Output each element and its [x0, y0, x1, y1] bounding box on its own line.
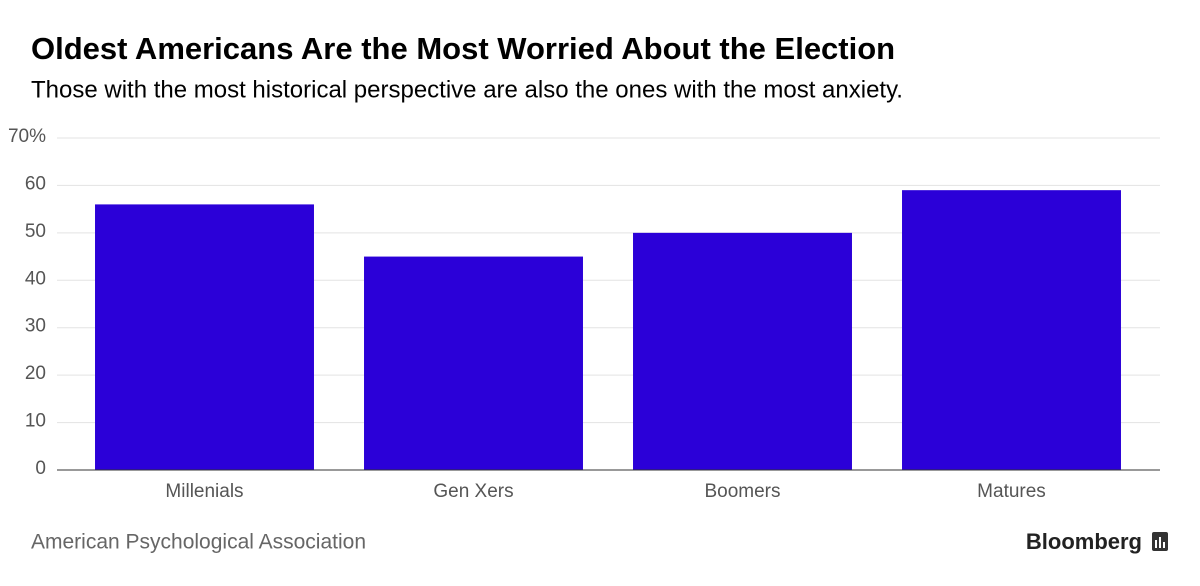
y-tick-label: 50	[25, 221, 46, 242]
x-tick-label: Boomers	[704, 481, 780, 502]
x-tick-label: Matures	[977, 481, 1046, 502]
y-tick-label: 0	[35, 458, 46, 479]
y-tick-label: 40	[25, 268, 46, 289]
chart-subtitle: Those with the most historical perspecti…	[31, 76, 903, 103]
chart-title: Oldest Americans Are the Most Worried Ab…	[31, 31, 895, 66]
bar	[902, 190, 1121, 470]
brand-icon	[1152, 532, 1168, 551]
bar	[95, 204, 314, 470]
y-tick-label: 70%	[8, 126, 46, 147]
brand: Bloomberg	[1026, 529, 1142, 554]
y-tick-label: 30	[25, 316, 46, 337]
bar	[633, 232, 852, 470]
bar	[364, 256, 583, 470]
y-tick-label: 20	[25, 363, 46, 384]
x-tick-label: Millenials	[165, 481, 243, 502]
y-tick-label: 60	[25, 173, 46, 194]
x-tick-label: Gen Xers	[433, 481, 513, 502]
source: American Psychological Association	[31, 531, 366, 554]
y-tick-label: 10	[25, 411, 46, 432]
